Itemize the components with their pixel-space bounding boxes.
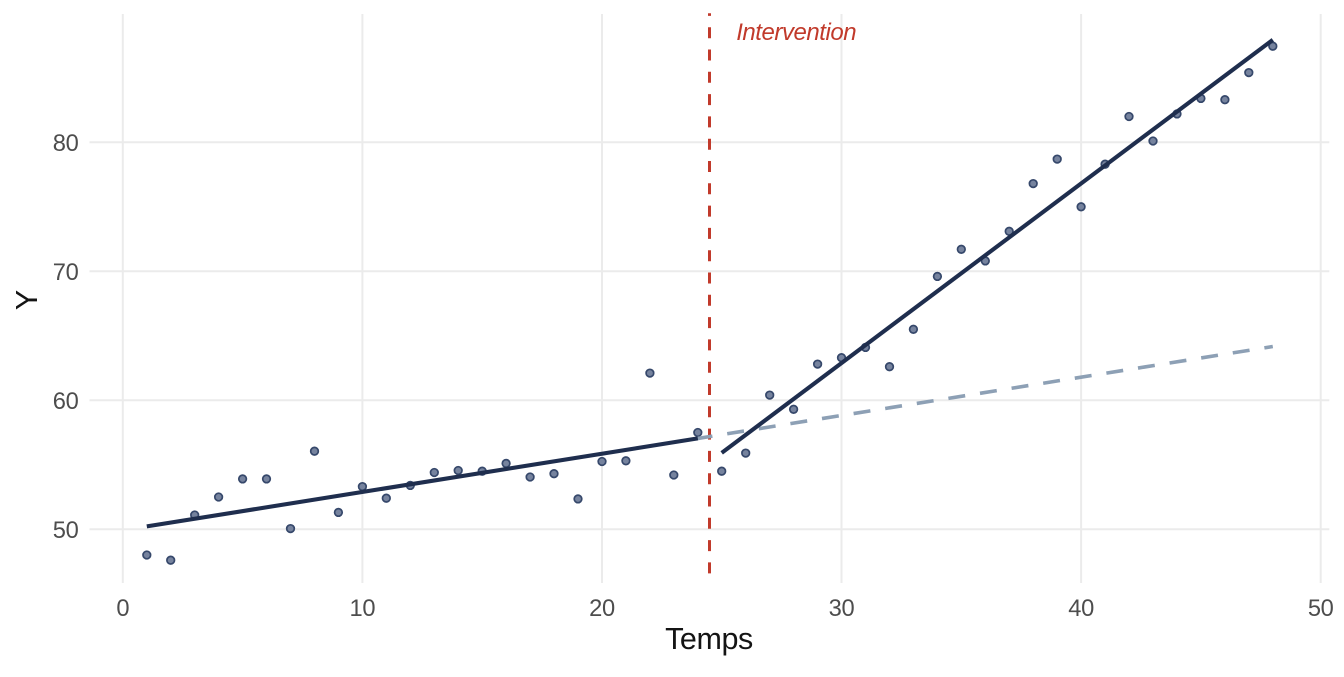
svg-text:40: 40 — [1068, 596, 1094, 622]
svg-text:20: 20 — [589, 596, 615, 622]
svg-text:80: 80 — [53, 131, 79, 157]
svg-text:Y: Y — [10, 290, 44, 310]
svg-text:Intervention: Intervention — [736, 19, 856, 46]
svg-text:Temps: Temps — [665, 622, 753, 656]
svg-text:10: 10 — [350, 596, 376, 622]
svg-text:0: 0 — [116, 596, 129, 622]
svg-text:30: 30 — [829, 596, 855, 622]
svg-text:50: 50 — [53, 518, 79, 544]
svg-text:60: 60 — [53, 389, 79, 415]
svg-text:50: 50 — [1308, 596, 1334, 622]
svg-text:70: 70 — [53, 260, 79, 286]
